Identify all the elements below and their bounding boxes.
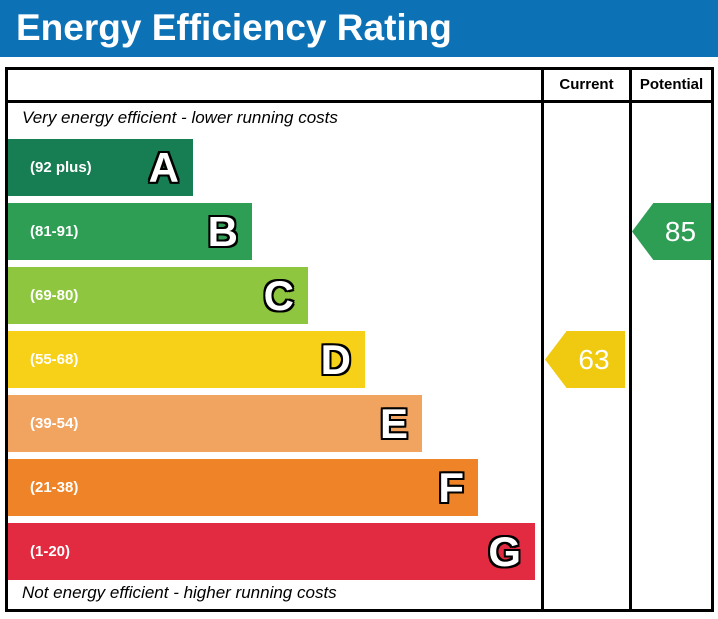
band-letter: F — [438, 463, 464, 511]
band-range-label: (92 plus) — [30, 159, 92, 176]
band-row-d: (55-68) D — [8, 331, 365, 388]
potential-rating-arrow: 85 — [632, 203, 711, 260]
band-letter: A — [148, 143, 179, 191]
header-row-divider — [8, 100, 711, 103]
band-letter: D — [320, 335, 351, 383]
current-rating-arrow: 63 — [545, 331, 625, 388]
band-row-c: (69-80) C — [8, 267, 308, 324]
band-range-label: (55-68) — [30, 351, 79, 368]
band-letter: C — [263, 271, 294, 319]
band-row-e: (39-54) E — [8, 395, 422, 452]
band-row-a: (92 plus) A — [8, 139, 193, 196]
current-column-divider — [541, 70, 544, 609]
title-banner: Energy Efficiency Rating — [0, 0, 718, 57]
bottom-note: Not energy efficient - higher running co… — [22, 583, 337, 602]
band-row-b: (81-91) B — [8, 203, 252, 260]
epc-rating-table-inner: Current Potential Very energy efficient … — [8, 70, 711, 609]
band-range-label: (69-80) — [30, 287, 79, 304]
band-letter: G — [488, 527, 521, 575]
page-title: Energy Efficiency Rating — [16, 7, 452, 48]
band-letter: E — [379, 399, 408, 447]
band-row-g: (1-20) G — [8, 523, 535, 580]
top-note: Very energy efficient - lower running co… — [22, 108, 338, 127]
band-range-label: (39-54) — [30, 415, 79, 432]
current-rating-value: 63 — [578, 343, 610, 375]
potential-column-divider — [629, 70, 632, 609]
band-row-f: (21-38) F — [8, 459, 478, 516]
potential-column-header: Potential — [639, 76, 704, 93]
band-letter: B — [207, 207, 238, 255]
band-range-label: (21-38) — [30, 479, 79, 496]
band-range-label: (81-91) — [30, 223, 79, 240]
band-range-label: (1-20) — [30, 543, 71, 560]
current-column-header: Current — [559, 76, 614, 93]
epc-rating-table: Current Potential Very energy efficient … — [5, 67, 714, 612]
potential-rating-value: 85 — [664, 215, 697, 247]
